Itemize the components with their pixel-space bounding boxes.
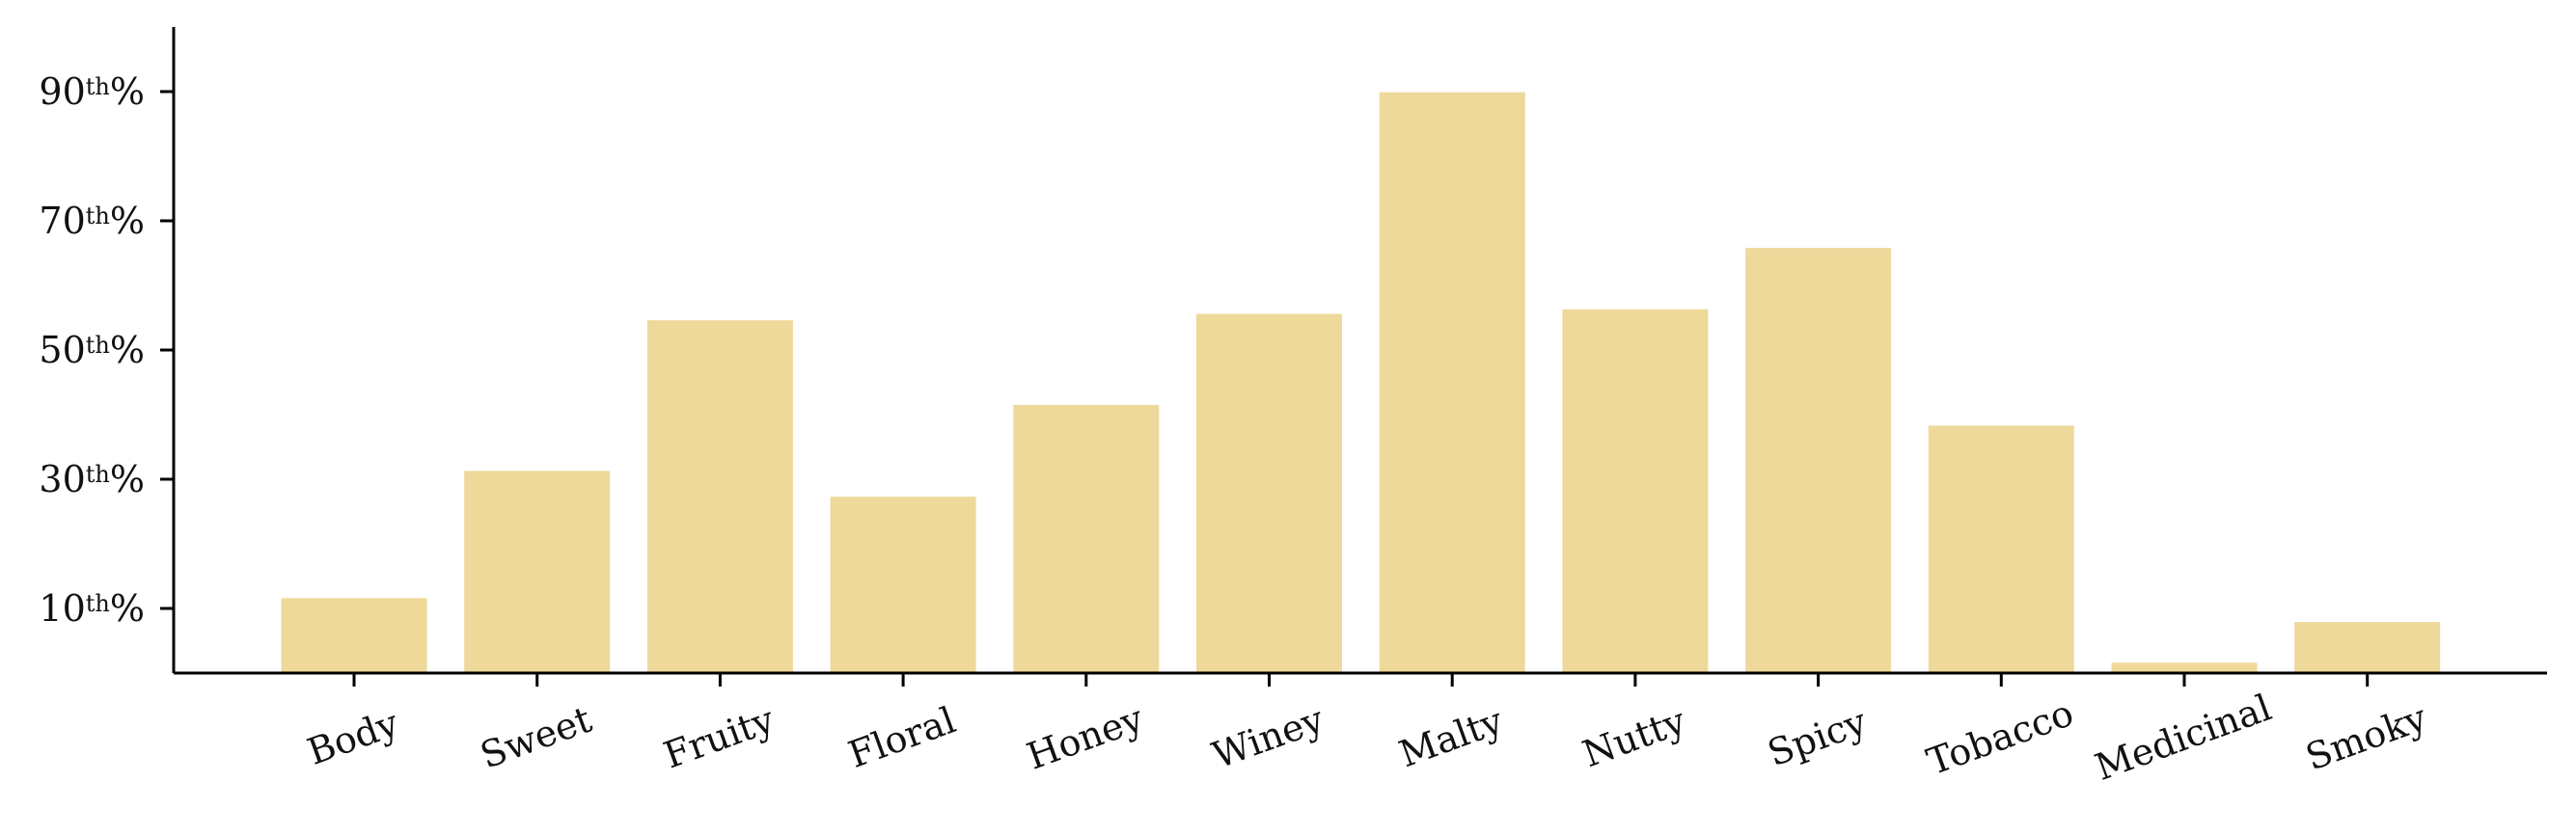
bar-sweet xyxy=(464,471,611,673)
bar-tobacco xyxy=(1928,425,2074,673)
bar-body xyxy=(281,598,427,673)
x-ticks-group: Body Sweet Fruity Floral Honey Winey Malty Nutt… xyxy=(302,673,2432,789)
bar-medicinal xyxy=(2111,662,2258,673)
bar-nutty xyxy=(1562,309,1709,673)
y-tick-label: 10th% xyxy=(39,587,145,630)
bars-group xyxy=(281,92,2441,674)
x-tick-label-winey: Winey xyxy=(1207,698,1329,777)
y-tick-label: 50th% xyxy=(39,329,145,371)
bar-winey xyxy=(1196,313,1342,673)
x-tick-label-smoky: Smoky xyxy=(2300,696,2432,779)
bar-honey xyxy=(1013,404,1160,673)
x-tick-label-medicinal: Medicinal xyxy=(2090,686,2277,789)
y-tick-label: 70th% xyxy=(39,200,145,242)
x-tick-label-malty: Malty xyxy=(1394,699,1509,775)
x-tick-label-tobacco: Tobacco xyxy=(1921,691,2078,783)
x-tick-label-floral: Floral xyxy=(843,698,962,775)
x-tick-label-body: Body xyxy=(302,701,404,773)
x-tick-label-honey: Honey xyxy=(1022,697,1149,778)
y-ticks-group: 10th% 30th% 50th% 70th% 90th% xyxy=(39,70,174,630)
bar-spicy xyxy=(1745,248,1892,673)
y-tick-label: 30th% xyxy=(39,458,145,500)
bar-malty xyxy=(1379,92,1525,674)
y-tick-label: 90th% xyxy=(39,70,145,113)
bar-fruity xyxy=(646,320,793,673)
x-tick-label-sweet: Sweet xyxy=(475,698,597,777)
bar-floral xyxy=(830,497,976,673)
x-tick-label-spicy: Spicy xyxy=(1762,700,1872,775)
x-tick-label-fruity: Fruity xyxy=(658,698,780,777)
bar-smoky xyxy=(2294,622,2441,673)
x-tick-label-nutty: Nutty xyxy=(1577,699,1692,775)
